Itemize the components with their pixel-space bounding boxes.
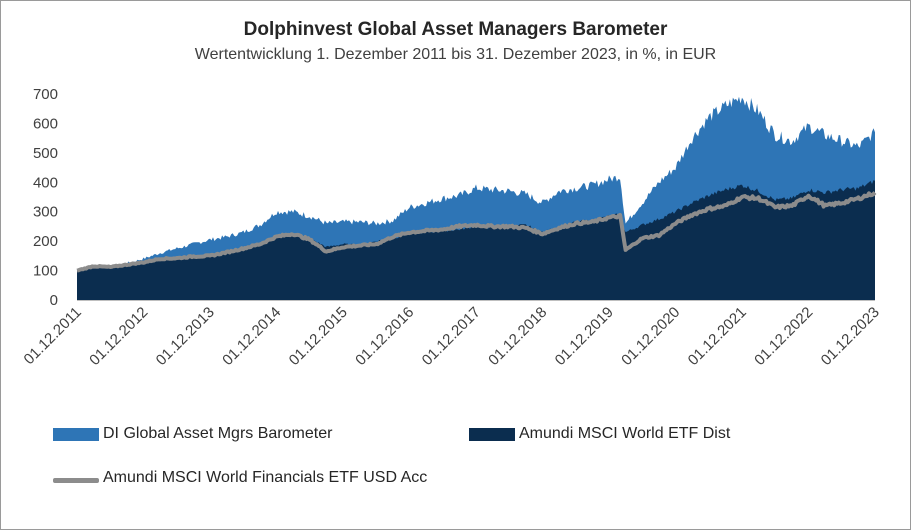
y-tick-label: 200 xyxy=(33,233,58,250)
x-tick-label: 01.12.2013 xyxy=(153,304,218,369)
x-tick-label: 01.12.2022 xyxy=(751,304,816,369)
x-tick-label: 01.12.2014 xyxy=(219,304,284,369)
x-tick-label: 01.12.2012 xyxy=(86,304,151,369)
y-tick-label: 600 xyxy=(33,115,58,132)
legend-swatch-di-barometer xyxy=(53,428,99,441)
y-tick-label: 0 xyxy=(50,292,58,309)
x-tick-label: 01.12.2020 xyxy=(618,304,683,369)
x-tick-label: 01.12.2017 xyxy=(419,304,484,369)
x-tick-label: 01.12.2016 xyxy=(352,304,417,369)
x-tick-label: 01.12.2019 xyxy=(552,304,617,369)
y-tick-label: 100 xyxy=(33,263,58,280)
legend-swatch-msci-world xyxy=(469,428,515,441)
x-tick-label: 01.12.2018 xyxy=(485,304,550,369)
x-tick-label: 01.12.2015 xyxy=(286,304,351,369)
x-tick-label: 01.12.2011 xyxy=(21,304,85,368)
y-tick-label: 400 xyxy=(33,174,58,191)
y-tick-label: 300 xyxy=(33,204,58,221)
legend-label-msci-world: Amundi MSCI World ETF Dist xyxy=(519,425,731,442)
chart-title: Dolphinvest Global Asset Managers Barome… xyxy=(243,19,668,40)
line-msci-financials xyxy=(76,191,877,273)
x-tick-label: 01.12.2021 xyxy=(685,304,750,369)
legend-label-msci-financials: Amundi MSCI World Financials ETF USD Acc xyxy=(103,469,428,486)
legend-label-di-barometer: DI Global Asset Mgrs Barometer xyxy=(103,425,333,442)
chart-subtitle: Wertentwicklung 1. Dezember 2011 bis 31.… xyxy=(194,46,717,63)
legend-swatch-msci-financials xyxy=(53,478,99,483)
y-tick-label: 700 xyxy=(33,86,58,103)
x-tick-label: 01.12.2023 xyxy=(818,304,883,369)
area-msci-world xyxy=(77,180,875,300)
y-tick-label: 500 xyxy=(33,145,58,162)
